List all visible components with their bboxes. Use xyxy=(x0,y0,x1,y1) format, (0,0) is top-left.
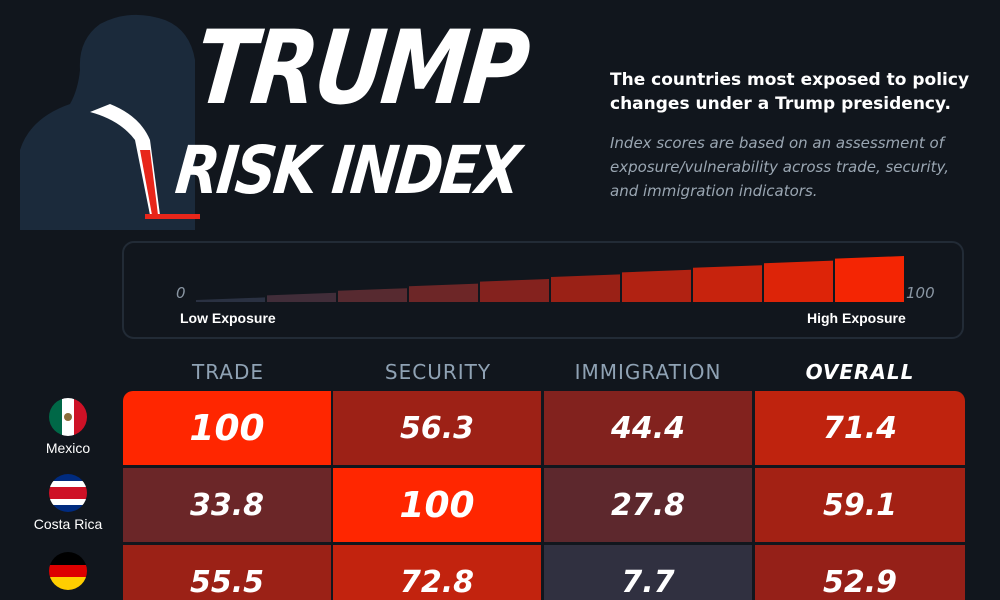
scale-segment xyxy=(551,274,620,302)
country-name: Mexico xyxy=(45,440,91,456)
table-cell: 33.8 xyxy=(123,468,331,542)
table-cell: 59.1 xyxy=(755,468,965,542)
table-cell: 56.3 xyxy=(333,391,541,465)
title-line-1: TRUMP xyxy=(189,9,532,128)
scale-high-label: High Exposure xyxy=(807,310,906,326)
description: Index scores are based on an assessment … xyxy=(610,134,949,200)
risk-index-table: 100 56.3 44.4 71.4 33.8 100 27.8 59.1 55.5 72.8 7.… xyxy=(123,391,965,600)
germany-flag-icon xyxy=(49,552,87,590)
country-mexico: Mexico xyxy=(20,398,116,456)
table-cell: 71.4 xyxy=(755,391,965,465)
costa-rica-flag-icon xyxy=(49,474,87,512)
scale-max-label: 100 xyxy=(906,284,935,302)
scale-segment xyxy=(835,256,904,302)
table-cell: 27.8 xyxy=(544,468,752,542)
table-cell: 55.5 xyxy=(123,545,331,600)
scale-segment xyxy=(338,288,407,302)
column-header-immigration: IMMIGRATION xyxy=(574,360,722,384)
scale-segment xyxy=(622,269,691,302)
country-germany xyxy=(20,552,116,590)
table-cell: 44.4 xyxy=(544,391,752,465)
trump-silhouette-icon xyxy=(20,14,200,230)
scale-segment xyxy=(764,260,833,302)
table-cell: 52.9 xyxy=(755,545,965,600)
subtitle: The countries most exposed to policy cha… xyxy=(610,70,970,114)
column-header-trade: TRADE xyxy=(191,360,265,384)
table-cell: 7.7 xyxy=(544,545,752,600)
scale-segment xyxy=(480,279,549,302)
mexico-flag-icon xyxy=(49,398,87,436)
table-cell: 100 xyxy=(333,468,541,542)
scale-min-label: 0 xyxy=(176,284,186,302)
scale-segment xyxy=(196,297,265,302)
table-cell: 72.8 xyxy=(333,545,541,600)
country-name: Costa Rica xyxy=(33,516,103,532)
scale-segment xyxy=(693,265,762,302)
title-line-2: RISK INDEX xyxy=(172,132,523,209)
scale-segment xyxy=(267,292,336,302)
column-header-overall: OVERALL xyxy=(805,360,915,384)
scale-low-label: Low Exposure xyxy=(180,310,276,326)
exposure-scale-wedge xyxy=(196,256,904,302)
column-header-security: SECURITY xyxy=(384,360,492,384)
table-cell: 100 xyxy=(123,391,331,465)
scale-legend-box xyxy=(122,241,964,339)
scale-segment xyxy=(409,283,478,302)
country-costa-rica: Costa Rica xyxy=(20,474,116,532)
